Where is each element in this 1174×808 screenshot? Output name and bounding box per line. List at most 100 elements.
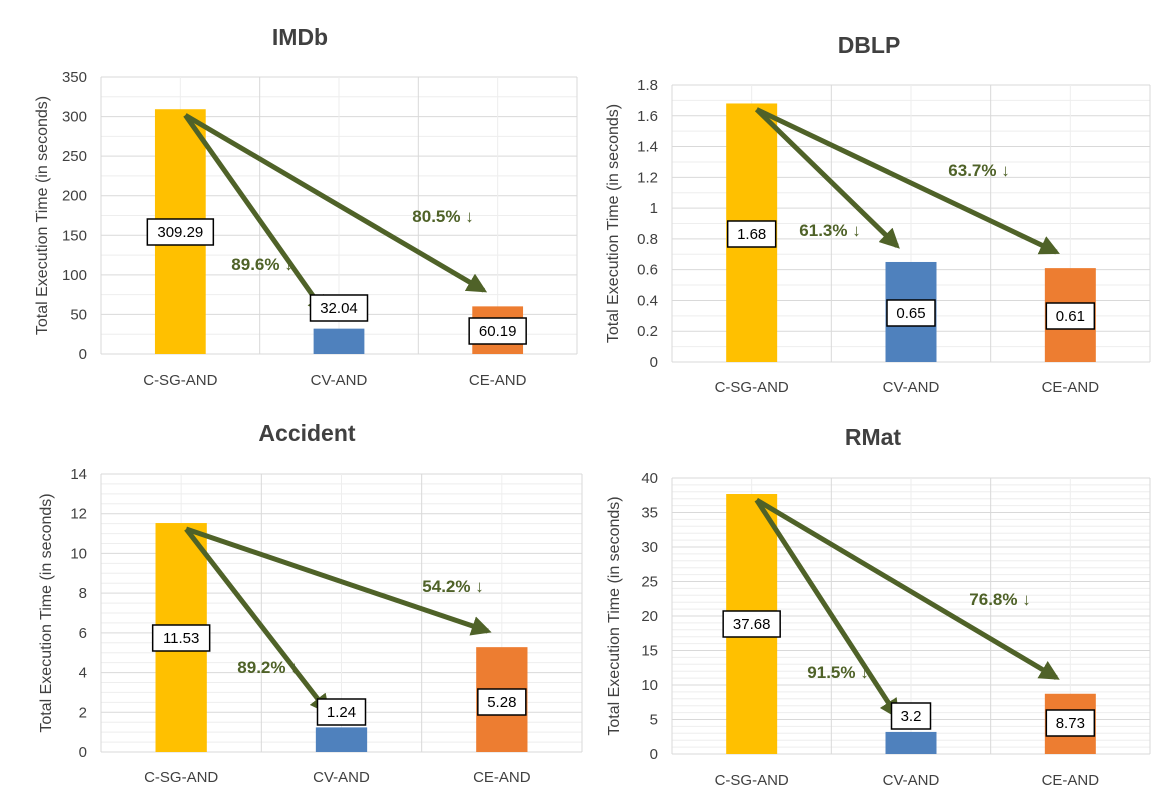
x-tick-label: CE-AND [1042,772,1100,789]
bar-cv-and [313,328,365,354]
reduction-arrow [183,113,328,316]
y-tick-label: 20 [641,608,658,625]
y-tick-label: 0.2 [637,323,658,340]
reduction-annotation: 76.8% ↓ [969,590,1030,609]
data-label: 1.68 [737,226,766,243]
value-label-box [146,218,215,246]
y-tick-label: 15 [641,643,658,660]
x-tick-label: CE-AND [469,372,527,389]
y-axis-label: Total Execution Time (in seconds) [606,496,623,735]
data-label: 3.2 [901,708,922,725]
chart-title: RMat [845,424,902,450]
reduction-arrow [184,113,488,293]
x-tick-label: CV-AND [311,372,368,389]
value-label-box [316,698,367,726]
y-tick-label: 0.6 [637,262,658,279]
reduction-annotation: 89.2% ↓ [237,658,298,677]
reduction-annotation: 61.3% ↓ [799,221,860,240]
y-tick-label: 100 [62,267,87,284]
x-tick-label: C-SG-AND [715,379,789,396]
value-label-box [1045,302,1096,330]
y-tick-label: 30 [641,539,658,556]
y-tick-label: 40 [641,470,658,487]
y-tick-label: 35 [641,505,658,522]
y-tick-label: 1.8 [637,77,658,94]
x-tick-label: CV-AND [883,772,940,789]
value-label-box [477,688,527,716]
y-tick-label: 0.8 [637,231,658,248]
y-tick-label: 25 [641,574,658,591]
value-label-box [890,702,932,730]
value-label-box [722,610,781,638]
y-tick-label: 8 [79,585,87,602]
y-tick-label: 2 [79,704,87,721]
data-label: 11.53 [163,630,199,647]
y-tick-label: 0 [650,354,658,371]
y-axis-label: Total Execution Time (in seconds) [38,493,55,732]
value-label-box [468,317,527,345]
y-tick-label: 350 [62,69,87,86]
reduction-arrow [185,526,492,636]
y-tick-label: 300 [62,109,87,126]
data-label: 60.19 [479,323,517,340]
y-tick-label: 50 [70,306,87,323]
reduction-arrow [755,497,1060,680]
y-tick-label: 1.4 [637,139,658,156]
chart-title: DBLP [838,32,901,58]
y-tick-label: 4 [79,665,87,682]
x-tick-label: C-SG-AND [144,769,218,786]
y-tick-label: 5 [650,712,658,729]
reduction-arrow [754,107,900,249]
data-label: 1.24 [327,704,356,721]
y-tick-label: 0 [79,744,87,761]
reduction-annotation: 89.6% ↓ [231,255,292,274]
y-tick-label: 1.6 [637,108,658,125]
value-label-box [151,624,211,652]
chart-title: Accident [258,420,355,446]
y-tick-label: 250 [62,148,87,165]
y-axis-label: Total Execution Time (in seconds) [605,104,622,343]
bar-cv-and [885,731,937,754]
y-tick-label: 150 [62,227,87,244]
data-label: 5.28 [487,694,516,711]
reduction-arrow [184,527,330,715]
reduction-annotation: 91.5% ↓ [807,663,868,682]
data-label: 309.29 [157,224,203,241]
data-label: 32.04 [320,300,358,317]
y-tick-label: 10 [70,545,87,562]
data-label: 37.68 [733,616,771,633]
x-tick-label: C-SG-AND [715,772,789,789]
reduction-annotation: 63.7% ↓ [948,161,1009,180]
y-tick-label: 14 [70,466,87,483]
reduction-arrow [755,107,1060,255]
y-axis-label: Total Execution Time (in seconds) [34,96,51,335]
x-tick-label: CV-AND [313,769,370,786]
y-tick-label: 0.4 [637,292,658,309]
y-tick-label: 10 [641,677,658,694]
value-label-box [886,299,936,327]
y-tick-label: 200 [62,188,87,205]
x-tick-label: CE-AND [473,769,531,786]
y-tick-label: 1.2 [637,169,658,186]
x-tick-label: C-SG-AND [143,372,217,389]
value-label-box [726,220,777,248]
reduction-annotation: 80.5% ↓ [412,207,473,226]
reduction-arrow [754,498,900,720]
value-label-box [309,294,369,322]
y-tick-label: 12 [70,506,87,523]
data-label: 0.65 [896,305,925,322]
reduction-annotation: 54.2% ↓ [422,577,483,596]
data-label: 8.73 [1056,715,1085,732]
x-tick-label: CV-AND [883,379,940,396]
bar-cv-and [315,727,368,752]
x-tick-label: CE-AND [1042,379,1100,396]
y-tick-label: 6 [79,625,87,642]
chart-title: IMDb [272,24,328,50]
y-tick-label: 0 [79,346,87,363]
value-label-box [1045,709,1096,737]
y-tick-label: 0 [650,746,658,763]
y-tick-label: 1 [650,200,658,217]
data-label: 0.61 [1056,308,1085,325]
